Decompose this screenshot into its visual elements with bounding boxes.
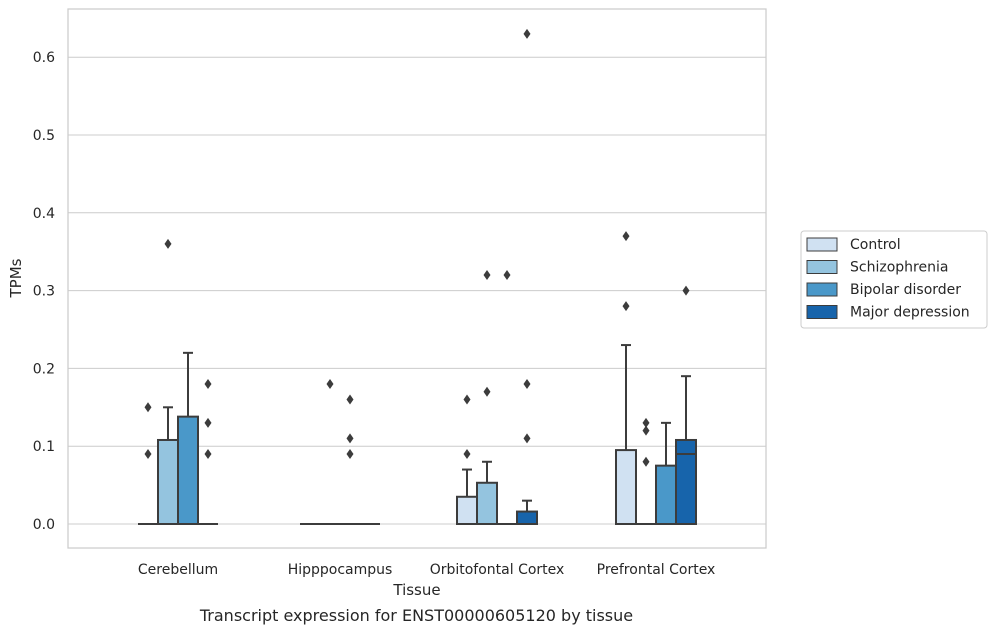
box-body — [516, 510, 538, 526]
outlier-point — [346, 448, 354, 459]
x-tick-labels: Cerebellum Hipppocampus Orbitofontal Corte… — [138, 562, 715, 578]
x-tick-label: Cerebellum — [138, 562, 218, 578]
legend: Control Schizophrenia Bipolar disorder Majo… — [800, 230, 988, 329]
legend-swatch — [806, 260, 838, 274]
outlier-point — [164, 238, 172, 249]
box-group — [456, 394, 478, 525]
y-tick-label: 0.3 — [33, 284, 55, 300]
box-body — [157, 438, 179, 526]
box-group — [675, 285, 697, 526]
box-body — [655, 464, 677, 525]
x-tick-label: Hipppocampus — [288, 562, 393, 578]
outlier-point — [346, 433, 354, 444]
legend-items: Control Schizophrenia Bipolar disorder Majo… — [806, 237, 970, 321]
chart-caption: Transcript expression for ENST0000060512… — [199, 606, 634, 625]
outlier-point — [523, 433, 531, 444]
box-group — [138, 402, 158, 525]
outlier-point — [483, 270, 491, 281]
box-body — [675, 438, 697, 526]
legend-label: Schizophrenia — [850, 260, 948, 276]
outlier-point — [204, 417, 212, 428]
outlier-point — [204, 378, 212, 389]
box-group — [615, 231, 637, 525]
box-body — [177, 415, 199, 525]
box-group — [320, 378, 340, 525]
y-tick-label: 0.2 — [33, 361, 55, 377]
x-tick-label: Orbitofontal Cortex — [430, 562, 565, 578]
outlier-point — [326, 378, 334, 389]
y-axis-label: TPMs — [7, 258, 25, 298]
outlier-point — [144, 402, 152, 413]
x-axis-label: Tissue — [392, 581, 440, 599]
box-group — [177, 351, 199, 525]
y-tick-label: 0.6 — [33, 50, 55, 66]
outlier-point — [483, 386, 491, 397]
outlier-point — [523, 378, 531, 389]
outlier-point — [144, 448, 152, 459]
y-tick-labels: 0.0 0.1 0.2 0.3 0.4 0.5 0.6 — [33, 50, 55, 533]
outlier-point — [642, 425, 650, 436]
y-tick-label: 0.0 — [33, 517, 55, 533]
outlier-point — [642, 456, 650, 467]
box-group — [655, 421, 677, 525]
outlier-point — [463, 394, 471, 405]
x-tick-label: Prefrontal Cortex — [597, 562, 716, 578]
legend-swatch — [806, 282, 838, 297]
legend-swatch — [806, 305, 838, 319]
box-group — [157, 238, 179, 526]
y-tick-label: 0.5 — [33, 128, 55, 144]
box-group — [497, 270, 517, 525]
outlier-point — [463, 448, 471, 459]
y-tick-label: 0.1 — [33, 439, 55, 455]
box-group — [636, 417, 656, 525]
legend-swatch — [806, 237, 838, 252]
box-body — [456, 495, 478, 525]
box-group — [340, 394, 360, 525]
box-group — [516, 28, 538, 526]
box-group — [198, 378, 218, 525]
outlier-point — [523, 28, 531, 39]
legend-label: Bipolar disorder — [850, 282, 961, 298]
box-body — [476, 481, 498, 525]
outlier-point — [642, 417, 650, 428]
legend-label: Major depression — [850, 305, 970, 321]
legend-label: Control — [850, 237, 901, 253]
outlier-point — [682, 285, 690, 296]
box-layer — [138, 28, 697, 526]
outlier-point — [622, 301, 630, 312]
outlier-point — [204, 448, 212, 459]
outlier-point — [622, 231, 630, 242]
plot-frame — [67, 8, 767, 549]
box-group — [476, 270, 498, 525]
outlier-point — [346, 394, 354, 405]
legend-frame — [800, 230, 988, 329]
box-body — [615, 449, 637, 525]
y-tick-label: 0.4 — [33, 206, 55, 222]
outlier-point — [503, 270, 511, 281]
